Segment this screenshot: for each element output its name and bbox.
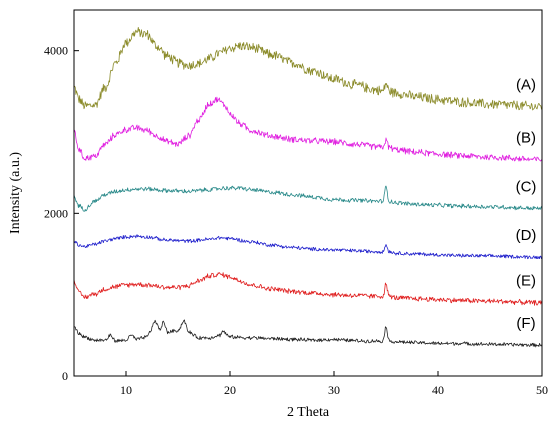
series-line-1 bbox=[73, 26, 543, 111]
series-line-6 bbox=[73, 319, 543, 348]
series-label-1: (A) bbox=[516, 77, 536, 94]
series-label-5: (E) bbox=[516, 273, 536, 290]
x-tick-label: 10 bbox=[120, 383, 132, 397]
series-line-5 bbox=[73, 272, 543, 306]
y-tick-label: 4000 bbox=[44, 44, 68, 58]
x-tick-label: 20 bbox=[224, 383, 236, 397]
series-label-4: (D) bbox=[516, 227, 537, 244]
series-label-6: (F) bbox=[516, 315, 535, 332]
series-label-3: (C) bbox=[516, 178, 537, 195]
series-line-3 bbox=[73, 185, 543, 212]
series-label-layer: (A) (B) (C) (D) (E) (F) bbox=[516, 77, 537, 332]
y-tick-label: 0 bbox=[62, 369, 68, 383]
series-layer bbox=[73, 26, 543, 348]
x-tick-label: 40 bbox=[432, 383, 444, 397]
plot-frame bbox=[73, 9, 543, 377]
x-tick-label: 30 bbox=[328, 383, 340, 397]
y-tick-label: 2000 bbox=[44, 206, 68, 220]
x-axis-label: 2 Theta bbox=[287, 405, 330, 420]
series-label-2: (B) bbox=[516, 129, 536, 146]
x-tick-label: 50 bbox=[536, 383, 548, 397]
y-axis-label: Intensity (a.u.) bbox=[8, 152, 23, 234]
series-line-2 bbox=[73, 96, 543, 162]
axis-layer: 10 20 30 40 50 0 2000 4000 bbox=[44, 44, 548, 397]
series-line-4 bbox=[73, 234, 543, 260]
